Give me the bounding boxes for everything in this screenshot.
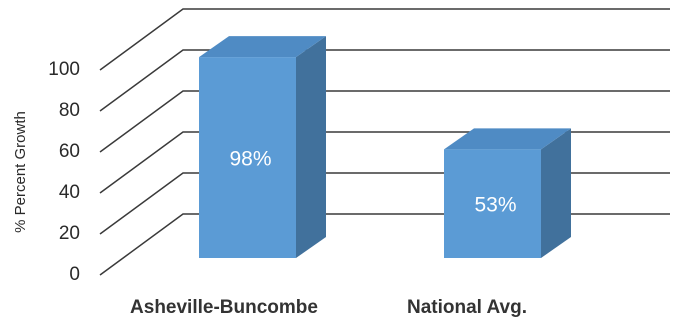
gridline-80	[99, 49, 670, 112]
x-tick-label-1: Asheville-Buncombe	[130, 297, 318, 318]
y-tick-label-0: 0	[69, 264, 80, 285]
data-label-1: 98%	[229, 148, 271, 171]
bar-front	[444, 149, 541, 258]
bar-side	[296, 36, 326, 258]
bar-side	[541, 128, 571, 258]
data-label-2: 53%	[474, 194, 516, 217]
bar-1: 98%	[199, 36, 326, 258]
gridline-20	[99, 172, 670, 235]
x-axis-ticks: Asheville-Buncombe National Avg.	[130, 297, 527, 318]
y-tick-label-40: 40	[59, 182, 80, 203]
bar-top	[199, 36, 326, 58]
bar-2: 53%	[444, 128, 571, 258]
gridline-60	[99, 90, 670, 153]
y-tick-label-100: 100	[48, 59, 80, 80]
gridline-100	[99, 8, 670, 71]
y-axis-ticks: 0 20 40 60 80 100	[48, 59, 80, 285]
y-tick-label-60: 60	[59, 141, 80, 162]
bars: 98% 53%	[199, 36, 571, 258]
gridlines	[99, 8, 670, 276]
gridline-0	[99, 213, 670, 276]
x-tick-label-2: National Avg.	[407, 297, 527, 318]
gridline-40	[99, 131, 670, 194]
bar-front	[199, 57, 296, 258]
y-tick-label-80: 80	[59, 100, 80, 121]
y-axis-label: % Percent Growth	[12, 111, 29, 233]
y-tick-label-20: 20	[59, 223, 80, 244]
bar-top	[444, 128, 571, 150]
